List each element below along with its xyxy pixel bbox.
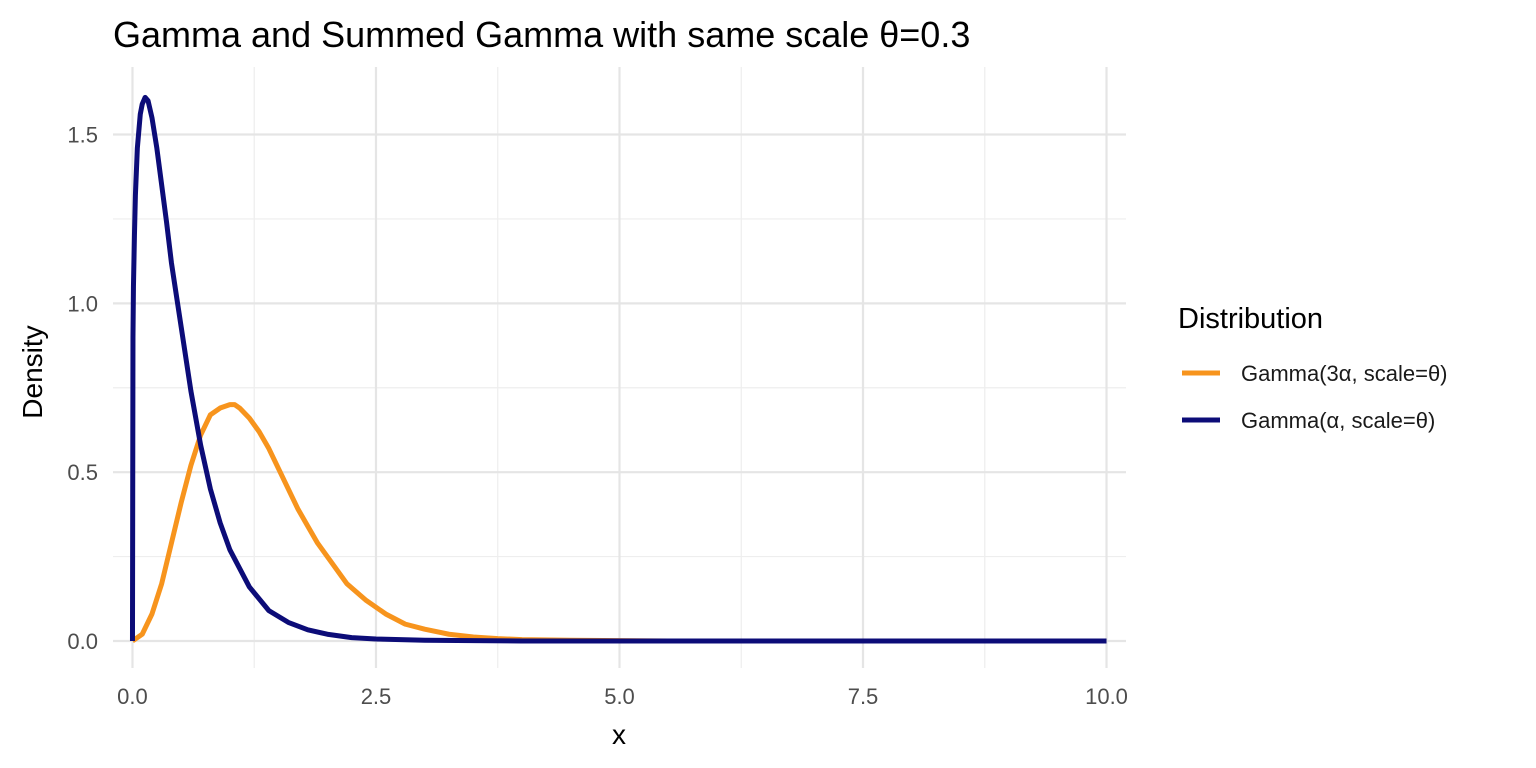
tick-labels: 0.0 2.5 5.0 7.5 10.0 0.0 0.5 1.0 1.5 <box>67 123 1128 709</box>
y-tick-label: 0.0 <box>67 629 98 654</box>
y-tick-label: 1.0 <box>67 291 98 316</box>
grid <box>113 67 1126 668</box>
series-line-2 <box>129 94 1107 644</box>
legend: Distribution Gamma(3α, scale=θ) Gamma(α, … <box>1178 303 1448 433</box>
legend-items: Gamma(3α, scale=θ) Gamma(α, scale=θ) <box>1182 361 1448 433</box>
x-tick-label: 2.5 <box>361 684 392 709</box>
x-axis-title: x <box>612 719 626 750</box>
legend-label: Gamma(α, scale=θ) <box>1241 408 1435 433</box>
y-tick-label: 0.5 <box>67 460 98 485</box>
x-tick-label: 5.0 <box>604 684 635 709</box>
y-tick-label: 1.5 <box>67 123 98 148</box>
x-tick-label: 7.5 <box>848 684 879 709</box>
legend-title: Distribution <box>1178 303 1323 335</box>
series-lines <box>129 94 1107 644</box>
x-tick-label: 0.0 <box>117 684 148 709</box>
chart-title: Gamma and Summed Gamma with same scale θ… <box>113 14 970 55</box>
y-axis-title: Density <box>17 325 48 418</box>
x-tick-label: 10.0 <box>1085 684 1128 709</box>
legend-label: Gamma(3α, scale=θ) <box>1241 361 1448 386</box>
